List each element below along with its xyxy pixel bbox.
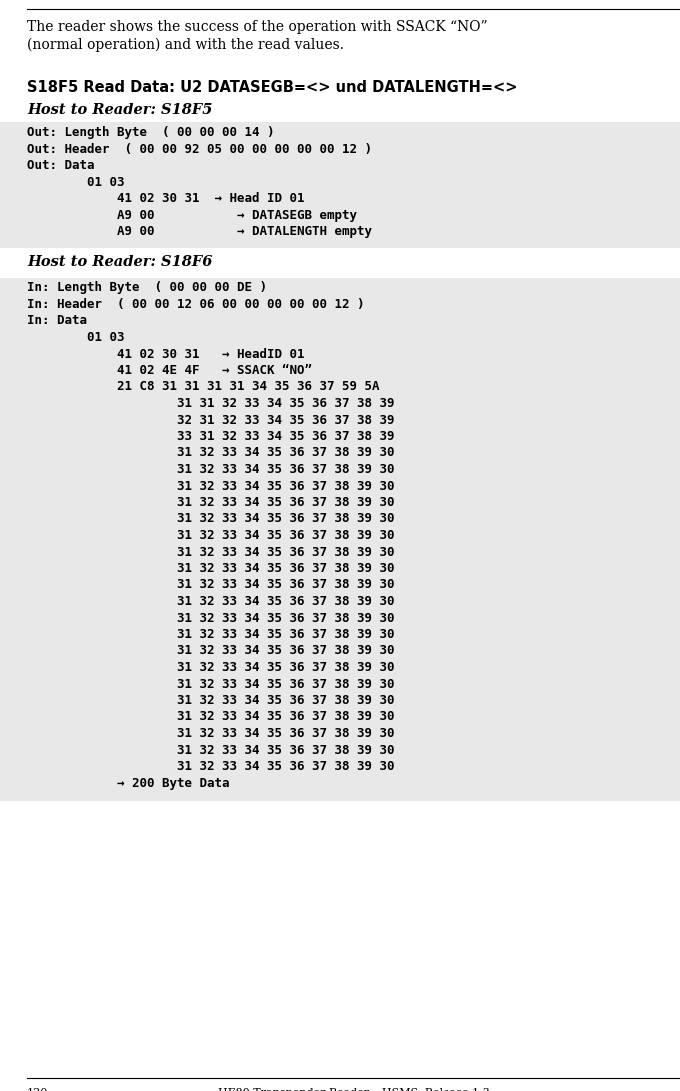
Text: In: Header  ( 00 00 12 06 00 00 00 00 00 12 ): In: Header ( 00 00 12 06 00 00 00 00 00 … <box>27 298 364 311</box>
Text: 31 32 33 34 35 36 37 38 39 30: 31 32 33 34 35 36 37 38 39 30 <box>27 578 394 591</box>
Text: (normal operation) and with the read values.: (normal operation) and with the read val… <box>27 38 344 52</box>
Text: 31 32 33 34 35 36 37 38 39 30: 31 32 33 34 35 36 37 38 39 30 <box>27 463 394 476</box>
Text: 31 32 33 34 35 36 37 38 39 30: 31 32 33 34 35 36 37 38 39 30 <box>27 645 394 658</box>
Text: HF80 Transponder Reader – HSMS, Release 1.3: HF80 Transponder Reader – HSMS, Release … <box>218 1088 490 1091</box>
Text: 41 02 30 31  → Head ID 01: 41 02 30 31 → Head ID 01 <box>27 192 305 205</box>
Text: A9 00           → DATASEGB empty: A9 00 → DATASEGB empty <box>27 208 357 221</box>
Text: → 200 Byte Data: → 200 Byte Data <box>27 777 230 790</box>
Text: 31 32 33 34 35 36 37 38 39 30: 31 32 33 34 35 36 37 38 39 30 <box>27 628 394 642</box>
Text: The reader shows the success of the operation with SSACK “NO”: The reader shows the success of the oper… <box>27 20 488 34</box>
Text: Host to Reader: S18F5: Host to Reader: S18F5 <box>27 103 212 117</box>
Text: 31 32 33 34 35 36 37 38 39 30: 31 32 33 34 35 36 37 38 39 30 <box>27 760 394 774</box>
Text: 41 02 30 31   → HeadID 01: 41 02 30 31 → HeadID 01 <box>27 348 305 360</box>
Text: In: Length Byte  ( 00 00 00 DE ): In: Length Byte ( 00 00 00 DE ) <box>27 281 267 295</box>
Text: 31 32 33 34 35 36 37 38 39 30: 31 32 33 34 35 36 37 38 39 30 <box>27 743 394 756</box>
Text: 41 02 4E 4F   → SSACK “NO”: 41 02 4E 4F → SSACK “NO” <box>27 364 312 377</box>
Text: 21 C8 31 31 31 31 34 35 36 37 59 5A: 21 C8 31 31 31 31 34 35 36 37 59 5A <box>27 381 379 394</box>
Text: 31 32 33 34 35 36 37 38 39 30: 31 32 33 34 35 36 37 38 39 30 <box>27 727 394 740</box>
Text: 31 32 33 34 35 36 37 38 39 30: 31 32 33 34 35 36 37 38 39 30 <box>27 661 394 674</box>
Text: Out: Header  ( 00 00 92 05 00 00 00 00 00 12 ): Out: Header ( 00 00 92 05 00 00 00 00 00… <box>27 143 372 156</box>
Text: 31 32 33 34 35 36 37 38 39 30: 31 32 33 34 35 36 37 38 39 30 <box>27 496 394 509</box>
Text: 31 32 33 34 35 36 37 38 39 30: 31 32 33 34 35 36 37 38 39 30 <box>27 595 394 608</box>
Text: 31 32 33 34 35 36 37 38 39 30: 31 32 33 34 35 36 37 38 39 30 <box>27 678 394 691</box>
Text: 31 32 33 34 35 36 37 38 39 30: 31 32 33 34 35 36 37 38 39 30 <box>27 513 394 526</box>
Text: S18F5 Read Data: U2 DATASEGB=<> und DATALENGTH=<>: S18F5 Read Data: U2 DATASEGB=<> und DATA… <box>27 80 517 95</box>
Text: A9 00           → DATALENGTH empty: A9 00 → DATALENGTH empty <box>27 225 372 238</box>
Text: 31 32 33 34 35 36 37 38 39 30: 31 32 33 34 35 36 37 38 39 30 <box>27 710 394 723</box>
Text: 31 32 33 34 35 36 37 38 39 30: 31 32 33 34 35 36 37 38 39 30 <box>27 480 394 492</box>
Text: 120: 120 <box>27 1088 48 1091</box>
Text: 31 31 32 33 34 35 36 37 38 39: 31 31 32 33 34 35 36 37 38 39 <box>27 397 394 410</box>
Text: 33 31 32 33 34 35 36 37 38 39: 33 31 32 33 34 35 36 37 38 39 <box>27 430 394 443</box>
Text: Out: Length Byte  ( 00 00 00 14 ): Out: Length Byte ( 00 00 00 14 ) <box>27 125 275 139</box>
Text: In: Data: In: Data <box>27 314 87 327</box>
Text: 31 32 33 34 35 36 37 38 39 30: 31 32 33 34 35 36 37 38 39 30 <box>27 446 394 459</box>
Text: 01 03: 01 03 <box>27 331 124 344</box>
Text: 32 31 32 33 34 35 36 37 38 39: 32 31 32 33 34 35 36 37 38 39 <box>27 413 394 427</box>
Text: 31 32 33 34 35 36 37 38 39 30: 31 32 33 34 35 36 37 38 39 30 <box>27 694 394 707</box>
Text: Out: Data: Out: Data <box>27 159 95 172</box>
Bar <box>0 277 680 801</box>
Text: 31 32 33 34 35 36 37 38 39 30: 31 32 33 34 35 36 37 38 39 30 <box>27 546 394 559</box>
Text: 31 32 33 34 35 36 37 38 39 30: 31 32 33 34 35 36 37 38 39 30 <box>27 562 394 575</box>
Text: Host to Reader: S18F6: Host to Reader: S18F6 <box>27 255 212 269</box>
Bar <box>0 122 680 248</box>
Text: 01 03: 01 03 <box>27 176 124 189</box>
Text: 31 32 33 34 35 36 37 38 39 30: 31 32 33 34 35 36 37 38 39 30 <box>27 611 394 624</box>
Text: 31 32 33 34 35 36 37 38 39 30: 31 32 33 34 35 36 37 38 39 30 <box>27 529 394 542</box>
